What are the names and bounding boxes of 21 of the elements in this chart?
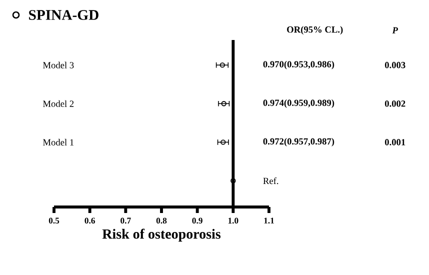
x-tick-label: 1.1	[264, 218, 274, 224]
text: OR(95% CL.)	[287, 26, 343, 35]
x-axis-title: Risk of osteoporosis	[102, 228, 221, 242]
text: 0.003	[384, 62, 406, 68]
annotation: Ref.	[263, 177, 278, 184]
x-tick-label: 0.8	[156, 218, 167, 224]
annotation: 0.974(0.959,0.989)	[263, 99, 334, 108]
text: P	[392, 27, 398, 34]
text: 0.002	[384, 100, 406, 107]
x-tick-label: 0.7	[120, 218, 131, 224]
annotation: 0.970(0.953,0.986)	[263, 60, 334, 70]
x-tick-label: 0.6	[84, 218, 95, 224]
x-tick-label: 0.5	[48, 218, 60, 224]
x-tick-label: 0.9	[192, 218, 202, 224]
y-tick-label: Model 1	[42, 138, 74, 146]
x-tick-label: 1.0	[228, 218, 238, 224]
chart-title: SPINA-GD	[29, 10, 98, 20]
y-tick-label: Model 3	[42, 62, 74, 68]
text: 0.001	[384, 139, 406, 146]
y-tick-label: Model 2	[42, 100, 74, 107]
annotation: 0.972(0.957,0.987)	[263, 138, 334, 146]
